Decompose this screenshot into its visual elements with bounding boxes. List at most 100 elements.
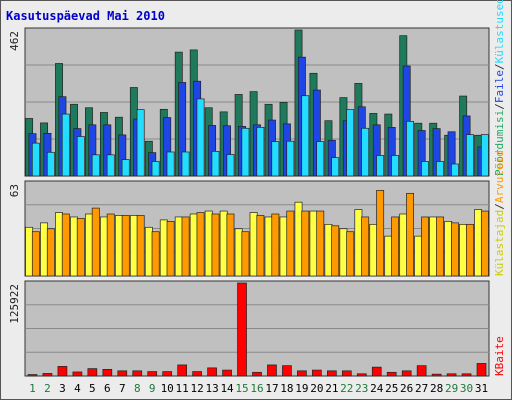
x-tick-label-30: 30	[460, 382, 473, 395]
bar-pöördumisi-8	[136, 109, 145, 177]
x-tick-label-31: 31	[475, 382, 488, 395]
bar-kbaite-17	[267, 364, 277, 377]
bar-külastajad-20	[309, 210, 318, 277]
bar-pöördumisi-5	[91, 154, 100, 177]
bar-arvuteid-23	[361, 216, 370, 277]
x-tick-label-3: 3	[59, 382, 66, 395]
bar-pöördumisi-17	[271, 141, 280, 177]
bar-pöördumisi-12	[196, 98, 205, 177]
x-tick-label-6: 6	[104, 382, 111, 395]
bar-külastajad-9	[144, 226, 153, 277]
bar-kbaite-11	[177, 364, 188, 377]
bar-kbaite-1	[27, 374, 38, 377]
bar-pöördumisi-16	[256, 126, 265, 177]
bar-kbaite-16	[252, 371, 262, 377]
bar-arvuteid-20	[316, 210, 325, 277]
x-tick-label-2: 2	[44, 382, 51, 395]
x-tick-label-22: 22	[340, 382, 353, 395]
bar-arvuteid-7	[121, 215, 130, 277]
bar-külastajad-8	[129, 215, 138, 277]
bar-kbaite-15	[237, 282, 247, 377]
bar-kbaite-5	[87, 368, 98, 377]
bar-pöördumisi-18	[286, 140, 295, 177]
legend-entry: Külastused	[493, 0, 506, 63]
y-max-label-top: 462	[8, 31, 21, 51]
x-tick-label-20: 20	[310, 382, 323, 395]
bar-kbaite-21	[326, 370, 337, 377]
bar-külastajad-24	[369, 223, 378, 277]
x-tick-label-21: 21	[325, 382, 338, 395]
bar-arvuteid-9	[151, 231, 160, 277]
bar-külastajad-30	[459, 223, 468, 277]
bar-pöördumisi-19	[301, 95, 310, 177]
legend-entry: /	[493, 103, 506, 110]
chart-title: Kasutuspäevad Mai 2010	[6, 9, 165, 23]
bar-külastajad-6	[99, 216, 108, 277]
x-tick-label-15: 15	[235, 382, 248, 395]
bar-arvuteid-22	[346, 231, 355, 277]
bar-külastajad-19	[294, 201, 303, 277]
bar-pöördumisi-10	[166, 151, 175, 177]
bar-kbaite-9	[147, 371, 158, 377]
bar-külastajad-21	[324, 223, 333, 277]
bar-arvuteid-26	[406, 192, 415, 277]
bar-arvuteid-15	[241, 231, 250, 277]
bar-pöördumisi-2	[46, 151, 55, 177]
bar-pöördumisi-6	[106, 154, 115, 177]
bar-külastajad-26	[399, 213, 408, 277]
bar-arvuteid-10	[166, 221, 175, 277]
bar-pöördumisi-4	[76, 136, 85, 177]
x-tick-label-8: 8	[134, 382, 141, 395]
bar-kbaite-10	[162, 371, 173, 377]
bar-kbaite-22	[341, 370, 352, 377]
x-tick-label-10: 10	[161, 382, 174, 395]
bar-külastajad-1	[25, 226, 34, 277]
x-tick-label-19: 19	[295, 382, 308, 395]
bar-arvuteid-11	[181, 216, 190, 277]
bar-külastajad-12	[189, 213, 198, 277]
bar-kbaite-25	[386, 371, 397, 377]
bar-arvuteid-18	[286, 210, 295, 277]
bar-kbaite-31	[476, 363, 487, 377]
bar-pöördumisi-7	[121, 159, 130, 177]
legend-top: Pöördumisi/Faile/Külastused	[493, 0, 506, 176]
bar-pöördumisi-23	[361, 127, 370, 177]
x-tick-label-26: 26	[400, 382, 413, 395]
bar-arvuteid-30	[465, 223, 474, 277]
bar-kbaite-12	[192, 371, 202, 377]
x-tick-label-7: 7	[119, 382, 126, 395]
bar-kbaite-18	[282, 365, 292, 377]
bar-pöördumisi-22	[346, 109, 355, 177]
legend-middle: Külastajad/Arvuteid	[493, 150, 506, 276]
bar-arvuteid-4	[76, 218, 85, 277]
bar-arvuteid-31	[480, 210, 489, 277]
bar-arvuteid-21	[331, 225, 340, 277]
bar-külastajad-28	[429, 216, 438, 277]
bar-külastajad-3	[55, 212, 63, 277]
bar-arvuteid-25	[391, 216, 400, 277]
bar-külastajad-2	[40, 222, 49, 277]
bar-arvuteid-3	[61, 213, 70, 277]
bar-külastajad-18	[279, 216, 288, 277]
bar-kbaite-6	[102, 369, 113, 377]
bar-kbaite-29	[446, 373, 457, 377]
bar-külastajad-25	[384, 235, 393, 277]
x-tick-label-12: 12	[191, 382, 204, 395]
bar-arvuteid-16	[256, 215, 265, 277]
bar-pöördumisi-20	[316, 141, 325, 177]
bar-kbaite-2	[42, 373, 53, 377]
bar-pöördumisi-29	[451, 163, 459, 177]
legend-entry: Arvuteid	[493, 150, 506, 203]
legend-bottom: KBaite	[493, 336, 506, 376]
bar-külastajad-14	[219, 210, 228, 277]
bar-arvuteid-13	[211, 213, 220, 277]
legend-entry: Pöördumisi	[493, 110, 506, 176]
bar-arvuteid-1	[31, 231, 40, 277]
bar-pöördumisi-13	[211, 151, 220, 177]
bar-kbaite-23	[356, 373, 367, 377]
bar-pöördumisi-26	[406, 120, 415, 177]
bar-kbaite-24	[371, 366, 382, 377]
bar-külastajad-13	[204, 210, 213, 277]
bar-kbaite-14	[222, 369, 232, 377]
